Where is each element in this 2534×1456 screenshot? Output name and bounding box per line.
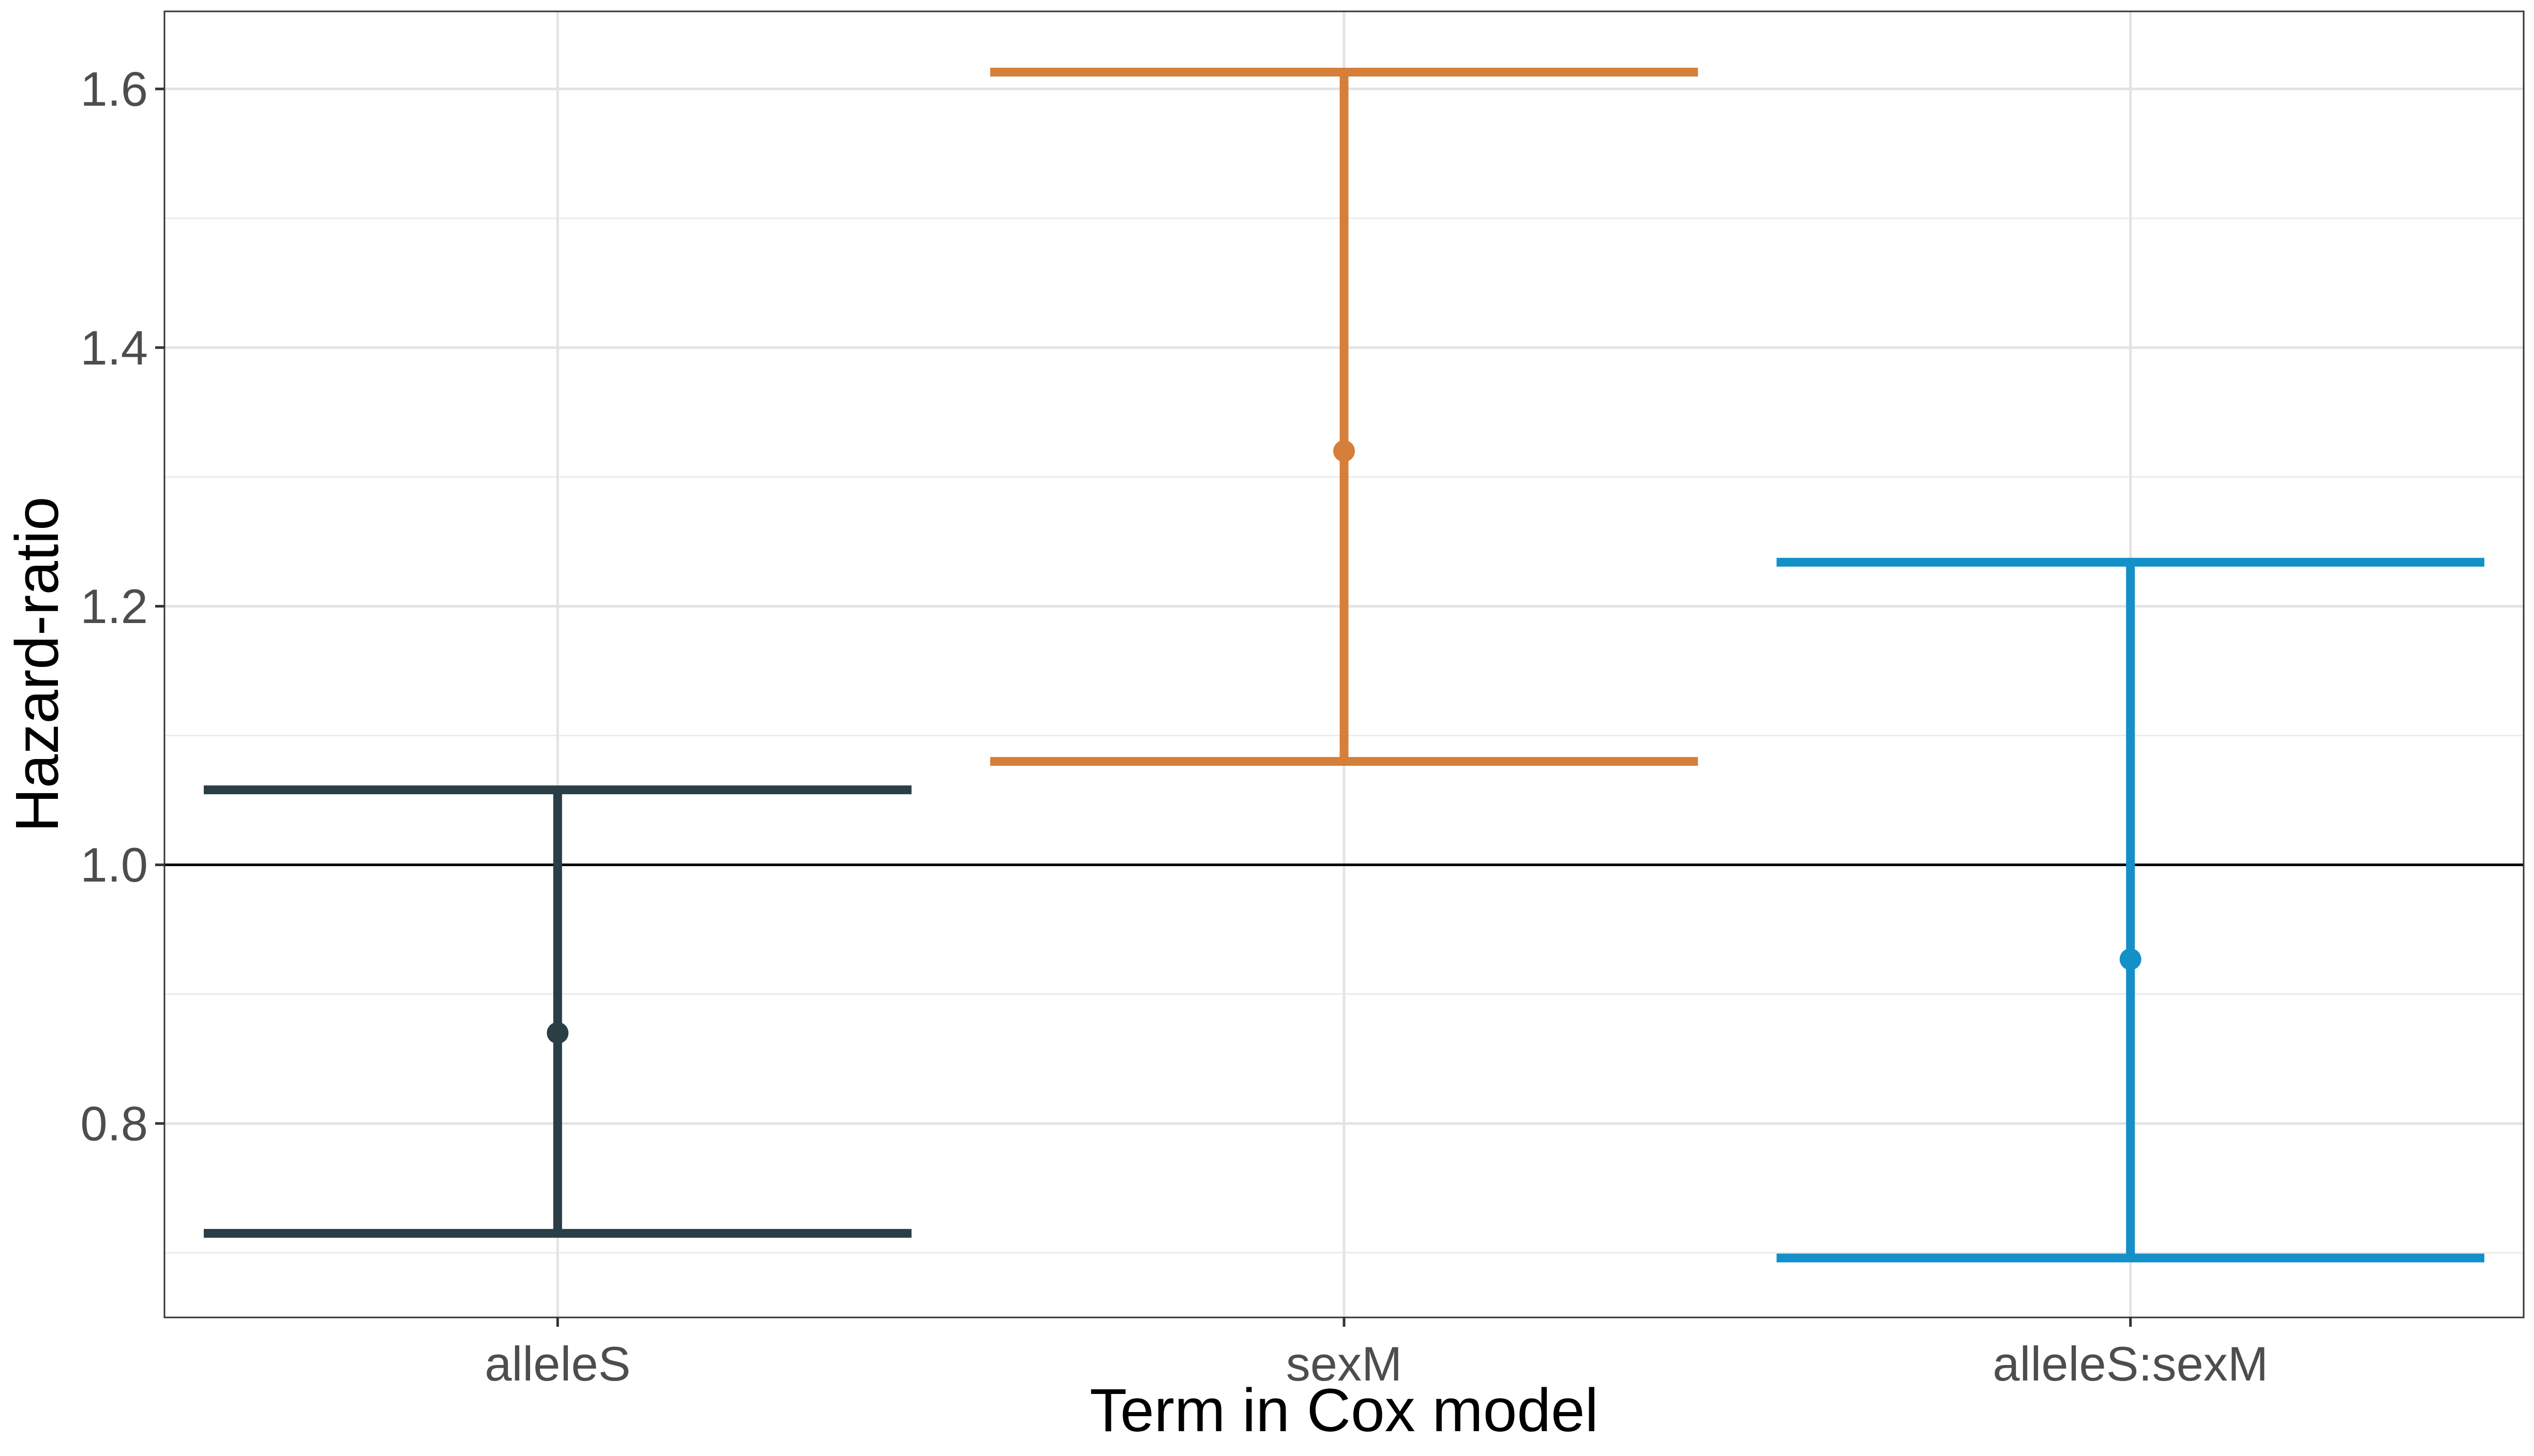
x-axis-title: Term in Cox model: [1090, 1376, 1598, 1445]
estimate-point: [2119, 948, 2141, 970]
error-bars: [204, 68, 2484, 1263]
estimate-point: [1333, 440, 1355, 462]
x-axis-ticks: alleleS sexM alleleS:sexM: [485, 1317, 2268, 1391]
errorbar-alleleS-sexM: [1776, 557, 2484, 1263]
x-tick-label: sexM: [1286, 1337, 1402, 1391]
estimate-point: [547, 1022, 569, 1044]
y-tick-label: 0.8: [80, 1096, 148, 1150]
estimate-points: [547, 440, 2141, 1044]
errorbar-sexM: [990, 68, 1698, 766]
y-axis-ticks: 0.8 1.0 1.2 1.4 1.6: [80, 62, 164, 1150]
errorbar-alleleS: [204, 785, 912, 1238]
y-tick-label: 1.2: [80, 579, 148, 633]
y-tick-label: 1.0: [80, 838, 148, 892]
x-tick-label: alleleS:sexM: [1993, 1337, 2268, 1391]
y-axis-title: Hazard-ratio: [3, 496, 71, 832]
y-tick-label: 1.6: [80, 62, 148, 116]
x-tick-label: alleleS: [485, 1337, 630, 1391]
y-tick-label: 1.4: [80, 321, 148, 375]
